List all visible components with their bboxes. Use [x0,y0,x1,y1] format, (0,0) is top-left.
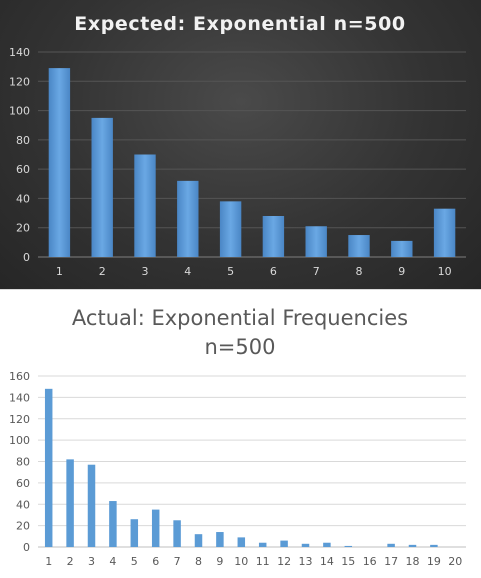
x-tick-label: 6 [152,555,159,568]
bar [134,154,156,257]
bar [173,520,181,547]
x-tick-label: 20 [448,555,462,568]
bar [391,240,413,257]
bar [305,226,327,257]
x-tick-label: 1 [56,265,63,278]
expected-chart-title: Expected: Exponential n=500 [74,13,405,35]
y-tick-label: 60 [16,477,30,490]
bar [130,519,139,547]
y-tick-label: 60 [16,163,30,176]
x-tick-label: 9 [398,265,405,278]
y-tick-label: 140 [9,391,30,404]
bar [151,509,160,547]
x-tick-label: 10 [234,555,248,568]
x-tick-label: 13 [299,555,313,568]
actual-chart-panel: Actual: Exponential Frequencies n=500 0 2… [0,290,481,578]
actual-chart-title-line2: n=500 [205,335,276,359]
bar [109,501,117,547]
x-tick-label: 16 [363,555,377,568]
y-tick-label: 120 [9,75,30,88]
bar [348,235,370,257]
bar [301,543,310,547]
y-tick-label: 0 [23,541,30,554]
x-tick-label: 1 [45,555,52,568]
bar [262,216,285,257]
y-tick-label: 80 [16,456,30,469]
y-tick-label: 100 [9,105,30,118]
x-tick-label: 5 [227,265,234,278]
y-tick-label: 20 [16,222,30,235]
x-tick-label: 4 [184,265,191,278]
bar [237,537,246,547]
bar [408,544,417,547]
x-tick-label: 10 [438,265,452,278]
x-tick-label: 8 [195,555,202,568]
bar [323,542,331,547]
bar [280,540,288,547]
x-tick-label: 17 [384,555,398,568]
bar [91,117,113,258]
x-tick-label: 2 [67,555,74,568]
y-tick-label: 80 [16,134,30,147]
x-tick-label: 9 [216,555,223,568]
x-tick-label: 18 [406,555,420,568]
x-tick-label: 15 [341,555,355,568]
bar [433,208,456,257]
bar [258,542,267,547]
bar [194,534,203,547]
bar [344,545,353,547]
x-tick-label: 19 [427,555,441,568]
bar [177,180,199,257]
x-tick-label: 4 [109,555,116,568]
bar [216,532,224,547]
bar [219,201,242,257]
y-tick-label: 20 [16,520,30,533]
bar [44,388,53,547]
x-tick-label: 12 [277,555,291,568]
y-tick-label: 0 [23,251,30,264]
x-tick-label: 3 [142,265,149,278]
bar [48,68,71,257]
bar [387,543,395,547]
y-tick-label: 120 [9,413,30,426]
bar [66,459,74,547]
x-tick-label: 6 [270,265,277,278]
y-tick-label: 100 [9,434,30,447]
bar [87,464,96,547]
expected-chart-panel: Expected: Exponential n=500 0 20 40 60 80 100… [0,0,481,290]
bar [430,544,438,547]
x-tick-label: 5 [131,555,138,568]
x-tick-label: 7 [174,555,181,568]
y-tick-label: 140 [9,46,30,59]
x-tick-label: 8 [356,265,363,278]
x-tick-label: 7 [313,265,320,278]
actual-chart-title-line1: Actual: Exponential Frequencies [72,306,408,330]
y-tick-label: 40 [16,498,30,511]
x-tick-label: 3 [88,555,95,568]
x-tick-label: 2 [99,265,106,278]
y-tick-label: 40 [16,192,30,205]
x-tick-label: 14 [320,555,334,568]
x-tick-label: 11 [256,555,270,568]
expected-chart: Expected: Exponential n=500 0 20 40 60 80 100… [9,13,466,278]
actual-chart: Actual: Exponential Frequencies n=500 0 2… [9,306,466,568]
y-tick-label: 160 [9,370,30,383]
